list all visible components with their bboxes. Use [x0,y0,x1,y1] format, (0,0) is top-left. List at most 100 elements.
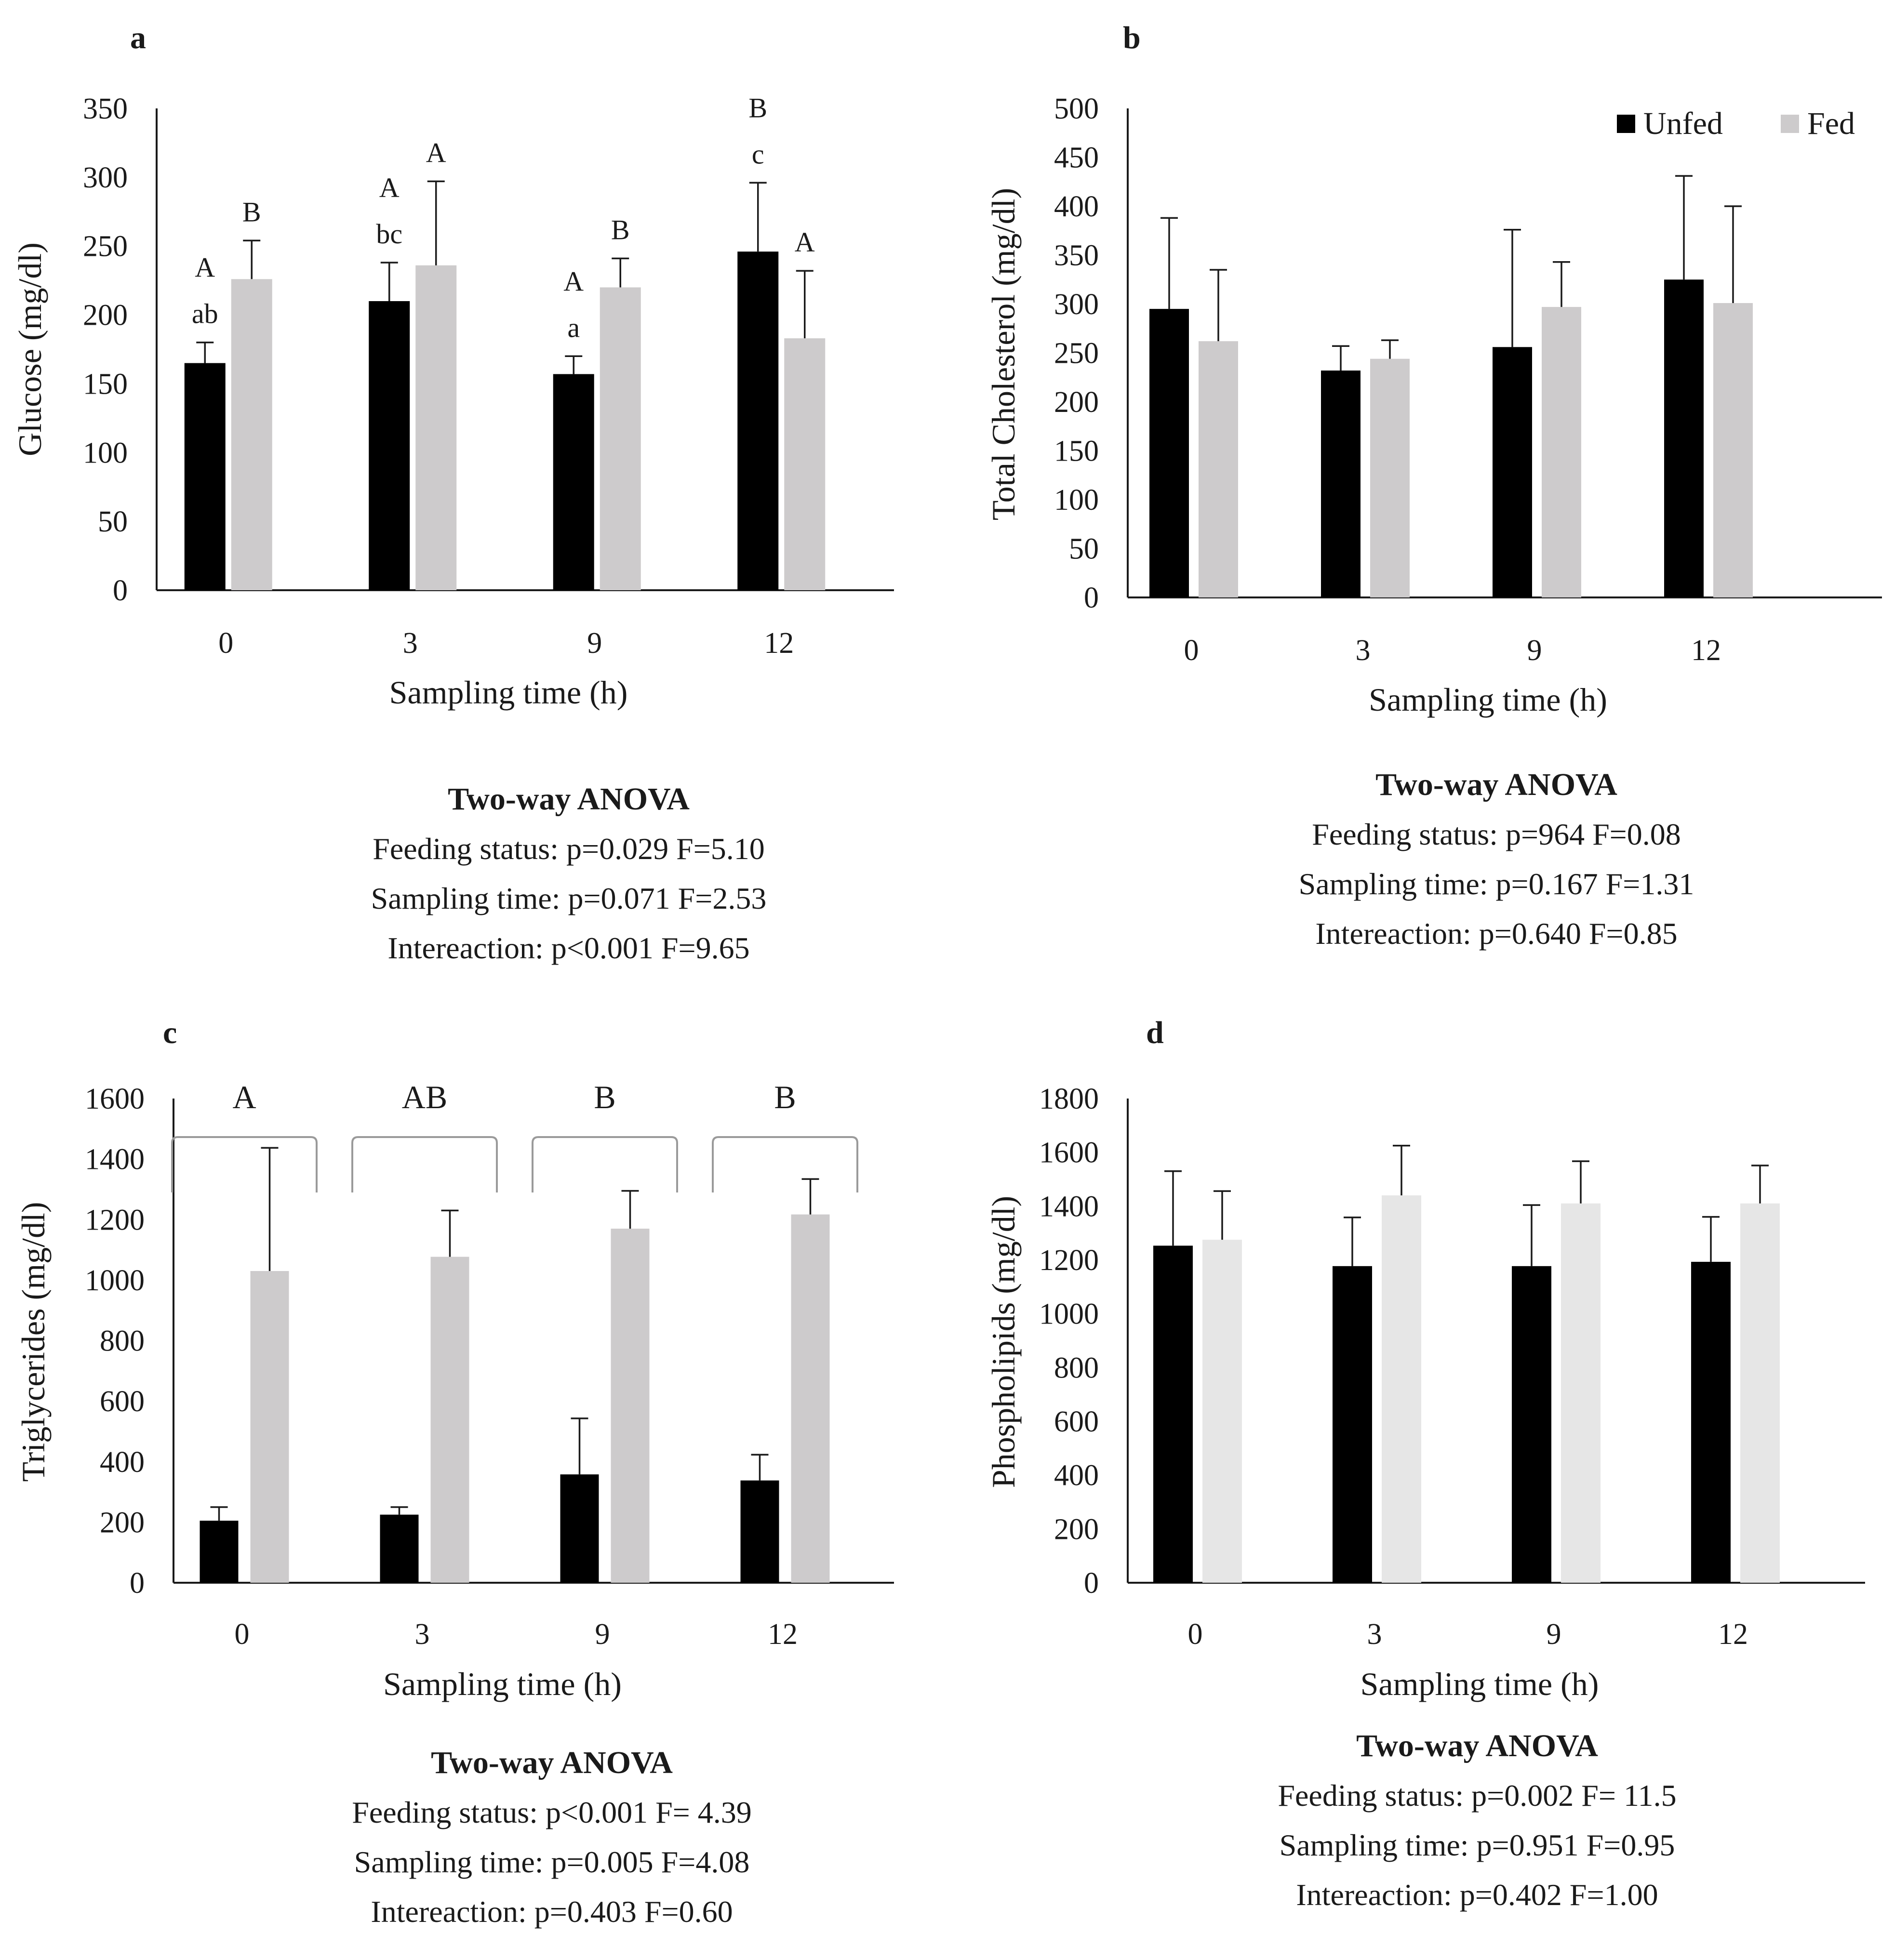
y-tick-label: 300 [83,161,128,194]
y-tick-label: 50 [1069,533,1099,566]
anova-block: Two-way ANOVA Feeding status: p=964 F=0.0… [1299,767,1694,951]
anova-line: Intereaction: p=0.403 F=0.60 [371,1894,733,1929]
y-tick-label: 150 [1054,435,1099,468]
significance-letter: ab [192,298,218,330]
y-tick-label: 800 [100,1325,145,1358]
anova-line: Feeding status: p=964 F=0.08 [1312,817,1681,851]
x-axis-title: Sampling time (h) [383,1666,622,1702]
anova-line: Sampling time: p=0.951 F=0.95 [1280,1828,1675,1862]
significance-letter: A [795,226,815,258]
bar-fed-t12 [1740,1203,1780,1583]
y-tick-label: 1200 [1039,1244,1099,1277]
bar-unfed-t9 [560,1474,599,1583]
x-axis-title: Sampling time (h) [1360,1666,1599,1702]
x-axis-title: Sampling time (h) [1369,681,1607,718]
y-tick-label: 100 [83,437,128,469]
y-axis-title: Glucose (mg/dl) [12,242,48,456]
y-tick-label: 300 [1054,288,1099,321]
y-tick-label: 100 [1054,484,1099,516]
chart-panel-b: b 0 50 100 150 200 250 300 350 400 450 500 Total Cho… [985,20,1882,951]
y-tick-label: 1600 [85,1083,145,1115]
chart-panel-c: c 0 200 400 600 800 1000 1200 1400 1600 Triglyceri… [15,1015,894,1929]
y-tick-label: 150 [83,368,128,400]
x-tick-label: 3 [1367,1618,1382,1651]
x-tick-label: 3 [1356,634,1371,667]
y-tick-label: 50 [98,505,128,538]
chart-panel-a: a 0 50 100 150 200 250 300 350 Glucose (mg/dl) Sam… [12,20,894,965]
bar-unfed-t3 [380,1514,419,1583]
bar-fed-t3 [1370,358,1410,597]
bar-unfed-t12 [737,252,779,590]
bar-unfed-t3 [1333,1266,1372,1583]
y-tick-label: 1200 [85,1204,145,1236]
y-tick-label: 250 [83,230,128,263]
anova-line: Intereaction: p=0.640 F=0.85 [1315,916,1677,951]
anova-line: Intereaction: p<0.001 F=9.65 [387,931,749,965]
significance-letter: c [752,138,764,170]
x-tick-label: 0 [218,627,233,660]
significance-letter: A [426,137,446,168]
y-tick-label: 0 [1084,1567,1099,1600]
significance-letter: bc [376,218,402,250]
y-tick-label: 450 [1054,142,1099,174]
significance-letter: B [611,214,630,245]
group-bracket [712,1136,858,1192]
y-tick-label: 0 [1084,582,1099,614]
y-tick-label: 600 [1054,1405,1099,1438]
bracket-letter: B [594,1079,615,1115]
y-tick-label: 200 [83,299,128,332]
bar-unfed-t9 [553,374,594,590]
x-tick-label: 12 [1718,1618,1748,1651]
significance-letter: A [195,252,215,283]
bar-unfed-t0 [200,1521,239,1583]
bar-unfed-t9 [1512,1266,1551,1583]
x-tick-label: 9 [1527,634,1542,667]
x-axis-title: Sampling time (h) [389,674,628,711]
anova-title: Two-way ANOVA [1375,767,1617,802]
y-tick-label: 800 [1054,1351,1099,1384]
anova-block: Two-way ANOVA Feeding status: p<0.001 F= … [352,1745,752,1929]
x-tick-label: 9 [595,1618,610,1651]
x-tick-label: 0 [1188,1618,1203,1651]
bar-unfed-t12 [1691,1261,1731,1583]
bar-fed-t9 [1542,307,1581,597]
y-axis-title: Phospholipids (mg/dl) [985,1196,1022,1488]
x-tick-label: 0 [235,1618,250,1651]
x-tick-label: 12 [764,627,794,660]
anova-line: Sampling time: p=0.005 F=4.08 [354,1845,750,1879]
panel-label: c [163,1015,177,1050]
y-tick-label: 1600 [1039,1137,1099,1169]
bracket-letter: B [774,1079,796,1115]
significance-letter: B [748,92,767,123]
y-tick-label: 350 [83,93,128,125]
x-tick-label: 3 [415,1618,430,1651]
bar-fed-t3 [1382,1195,1421,1583]
y-tick-label: 400 [1054,190,1099,223]
bar-fed-t9 [600,287,641,590]
y-tick-label: 400 [100,1446,145,1479]
significance-letter: A [563,265,584,297]
group-bracket [532,1136,678,1192]
y-tick-label: 350 [1054,239,1099,272]
y-tick-label: 1400 [85,1143,145,1176]
y-tick-label: 0 [130,1567,145,1600]
anova-line: Intereaction: p=0.402 F=1.00 [1296,1878,1658,1912]
x-tick-label: 9 [587,627,602,660]
x-tick-label: 12 [1691,634,1721,667]
anova-title: Two-way ANOVA [431,1745,673,1780]
anova-line: Feeding status: p<0.001 F= 4.39 [352,1795,752,1829]
x-tick-label: 9 [1547,1618,1561,1651]
legend: Unfed Fed [1617,106,1855,141]
group-bracket [351,1136,498,1192]
bar-fed-t0 [250,1271,289,1583]
bar-fed-t9 [1561,1203,1601,1583]
y-tick-label: 1000 [85,1264,145,1297]
legend-label-unfed: Unfed [1643,106,1723,141]
significance-letter: B [242,196,261,227]
y-axis-title: Triglycerides (mg/dl) [15,1202,52,1482]
bar-unfed-t0 [1149,309,1189,597]
y-tick-label: 500 [1054,93,1099,125]
anova-title: Two-way ANOVA [448,781,690,817]
bar-fed-t0 [1199,341,1238,597]
bar-fed-t3 [415,265,457,590]
